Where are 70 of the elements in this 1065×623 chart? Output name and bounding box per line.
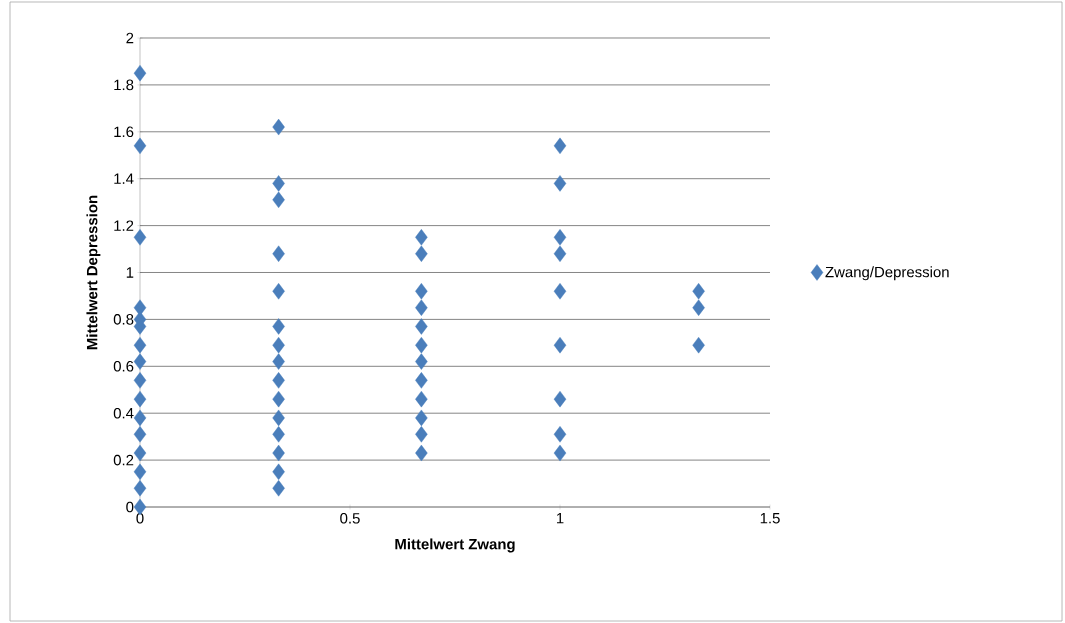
- point: [133, 137, 147, 155]
- y-tick-label: 1.6: [114, 126, 134, 138]
- point: [415, 245, 428, 262]
- point: [272, 409, 285, 427]
- point: [415, 353, 428, 370]
- point: [272, 283, 285, 300]
- point: [272, 318, 285, 335]
- point: [415, 390, 428, 408]
- point: [272, 426, 285, 443]
- point: [415, 336, 428, 354]
- point: [692, 283, 705, 300]
- x-tick-label: 1: [556, 513, 564, 524]
- point: [272, 353, 285, 370]
- y-tick-label: 0.6: [113, 361, 134, 372]
- point: [133, 299, 147, 316]
- point: [133, 353, 147, 370]
- point: [272, 480, 285, 497]
- point: [133, 229, 147, 246]
- point: [553, 283, 567, 300]
- point: [415, 229, 428, 246]
- point: [415, 372, 428, 389]
- point: [272, 444, 285, 462]
- y-axis-title: Mittelwert Depression: [86, 195, 101, 350]
- point: [553, 245, 567, 262]
- point: [415, 283, 428, 300]
- point: [415, 318, 428, 335]
- point: [553, 336, 567, 354]
- x-axis-title: Mittelwert Zwang: [395, 538, 515, 553]
- point: [133, 463, 147, 481]
- point: [133, 64, 147, 82]
- legend-label: Zwang/Depression: [825, 266, 949, 281]
- point: [553, 390, 567, 408]
- point: [692, 336, 705, 354]
- point: [553, 426, 567, 443]
- point: [272, 463, 285, 481]
- x-tick-label: 0.5: [340, 513, 360, 524]
- point: [415, 444, 428, 462]
- point: [133, 390, 147, 408]
- point: [133, 409, 147, 427]
- point: [415, 426, 428, 443]
- point: [415, 299, 428, 316]
- point: [553, 444, 567, 462]
- point: [133, 372, 147, 389]
- y-tick-label: 1.8: [114, 79, 134, 91]
- y-tick-label: 0.2: [113, 454, 134, 466]
- point: [553, 229, 567, 246]
- point: [133, 444, 147, 462]
- point: [272, 118, 285, 136]
- x-tick-label: 1.5: [760, 513, 780, 524]
- y-tick-label: 0.4: [113, 407, 134, 419]
- x-tick-label: 0: [136, 513, 144, 524]
- point: [272, 390, 285, 408]
- y-tick-label: 0: [126, 501, 134, 513]
- y-tick-label: 1: [126, 267, 134, 278]
- point: [272, 245, 285, 262]
- point: [272, 372, 285, 389]
- point: [692, 299, 705, 316]
- y-tick-label: 1.4: [114, 173, 134, 184]
- y-tick-label: 1.2: [114, 220, 134, 231]
- point: [553, 175, 567, 192]
- point: [133, 480, 147, 497]
- point: [133, 336, 147, 354]
- point: [553, 137, 567, 155]
- y-tick-label: 0.8: [113, 314, 134, 325]
- point: [272, 191, 285, 208]
- point: [272, 336, 285, 354]
- point: [415, 409, 428, 427]
- y-tick-label: 2: [126, 32, 134, 44]
- point: [133, 426, 147, 443]
- point: [272, 175, 285, 192]
